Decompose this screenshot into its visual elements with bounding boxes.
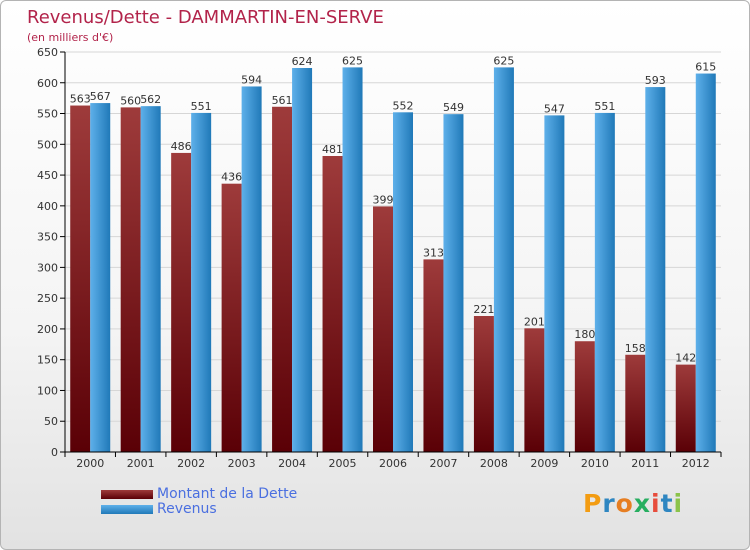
- data-label-revenus: 593: [645, 74, 666, 87]
- bar-revenus: [695, 73, 716, 453]
- y-tick-label: 200: [37, 323, 58, 336]
- logo-letter: r: [602, 489, 616, 518]
- bar-revenus: [645, 87, 666, 453]
- data-labels: 563 567 560 562 486 551 436 594 561 624 481 625 399 5…: [70, 54, 717, 364]
- bar-dette: [423, 259, 444, 452]
- bar-dette: [171, 152, 192, 452]
- legend-swatch-dette: [101, 490, 153, 499]
- x-tick-label: 2000: [76, 457, 104, 470]
- y-tick-label: 500: [37, 138, 58, 151]
- data-label-dette: 481: [322, 143, 343, 156]
- bar-dette: [675, 364, 696, 452]
- data-label-dette: 486: [171, 140, 192, 153]
- y-tick-label: 400: [37, 200, 58, 213]
- y-tick-label: 150: [37, 354, 58, 367]
- bar-dette: [524, 328, 545, 452]
- bar-dette: [272, 106, 293, 453]
- logo-letter: i: [673, 489, 684, 518]
- legend-label-dette: Montant de la Dette: [157, 486, 298, 502]
- x-tick-label: 2003: [228, 457, 256, 470]
- x-tick-label: 2004: [278, 457, 306, 470]
- bars: [70, 67, 716, 453]
- proxiti-logo: Proxiti: [583, 489, 683, 518]
- bar-dette: [70, 105, 91, 453]
- chart-title: Revenus/Dette - DAMMARTIN-EN-SERVE: [27, 7, 384, 28]
- data-label-revenus: 594: [241, 73, 262, 86]
- bar-revenus: [90, 103, 111, 453]
- data-label-revenus: 551: [191, 100, 212, 113]
- y-tick-label: 300: [37, 261, 58, 274]
- data-label-revenus: 562: [140, 93, 161, 106]
- x-tick-label: 2002: [177, 457, 205, 470]
- bar-revenus: [594, 112, 615, 452]
- data-label-dette: 180: [574, 328, 595, 341]
- bar-revenus: [292, 68, 313, 452]
- data-label-revenus: 625: [342, 54, 363, 67]
- bar-dette: [120, 107, 141, 452]
- logo-letter: i: [651, 489, 661, 518]
- y-tick-label: 50: [44, 415, 58, 428]
- data-label-dette: 563: [70, 93, 91, 106]
- y-tick-label: 600: [37, 77, 58, 90]
- x-tick-label: 2006: [379, 457, 407, 470]
- data-label-revenus: 567: [90, 90, 111, 103]
- legend-label-revenus: Revenus: [157, 501, 217, 517]
- data-label-revenus: 549: [443, 101, 464, 114]
- data-label-revenus: 547: [544, 102, 565, 115]
- logo-letter: x: [633, 489, 651, 518]
- data-label-dette: 561: [272, 94, 293, 107]
- logo-letter: t: [660, 489, 674, 518]
- x-tick-label: 2001: [127, 457, 155, 470]
- bar-revenus: [544, 115, 565, 452]
- y-tick-label: 250: [37, 292, 58, 305]
- y-tick-label: 450: [37, 169, 58, 182]
- bar-dette: [473, 316, 494, 452]
- data-label-revenus: 625: [493, 54, 514, 67]
- bar-revenus: [493, 67, 514, 452]
- logo-letter: P: [583, 489, 603, 518]
- data-label-revenus: 615: [695, 61, 716, 74]
- data-label-dette: 399: [373, 193, 394, 206]
- y-tick-label: 650: [37, 46, 58, 59]
- bar-revenus: [140, 106, 161, 453]
- bar-dette: [574, 341, 595, 452]
- legend-swatch-revenus: [101, 505, 153, 514]
- data-label-revenus: 551: [594, 100, 615, 113]
- x-tick-label: 2007: [429, 457, 457, 470]
- bar-dette: [373, 206, 393, 452]
- x-tick-label: 2005: [329, 457, 357, 470]
- data-label-dette: 142: [675, 352, 696, 365]
- bar-revenus: [342, 67, 363, 452]
- x-tick-label: 2011: [631, 457, 659, 470]
- data-label-revenus: 552: [393, 99, 414, 112]
- bar-revenus: [443, 114, 464, 453]
- bar-revenus: [191, 112, 212, 452]
- data-label-dette: 313: [423, 246, 444, 259]
- data-label-dette: 201: [524, 315, 545, 328]
- logo-letter: o: [615, 489, 634, 518]
- data-label-revenus: 624: [292, 55, 313, 68]
- data-label-dette: 158: [625, 342, 646, 355]
- bar-dette: [221, 183, 242, 452]
- axes: 0 50 100 150 200 250 300 350 400 450 500 550 600 650 2…: [37, 46, 722, 470]
- data-label-dette: 560: [120, 94, 141, 107]
- x-tick-label: 2010: [581, 457, 609, 470]
- data-label-dette: 436: [221, 171, 242, 184]
- x-tick-label: 2008: [480, 457, 508, 470]
- bar-revenus: [393, 112, 413, 453]
- bar-revenus: [241, 86, 262, 452]
- x-tick-label: 2009: [530, 457, 558, 470]
- y-tick-label: 0: [51, 446, 58, 459]
- bar-dette: [625, 354, 646, 452]
- y-tick-label: 350: [37, 231, 58, 244]
- chart-subtitle: (en milliers d'€): [27, 31, 114, 44]
- y-tick-label: 100: [37, 384, 58, 397]
- data-label-dette: 221: [473, 303, 494, 316]
- x-tick-label: 2012: [682, 457, 710, 470]
- y-tick-label: 550: [37, 108, 58, 121]
- bar-dette: [322, 156, 343, 452]
